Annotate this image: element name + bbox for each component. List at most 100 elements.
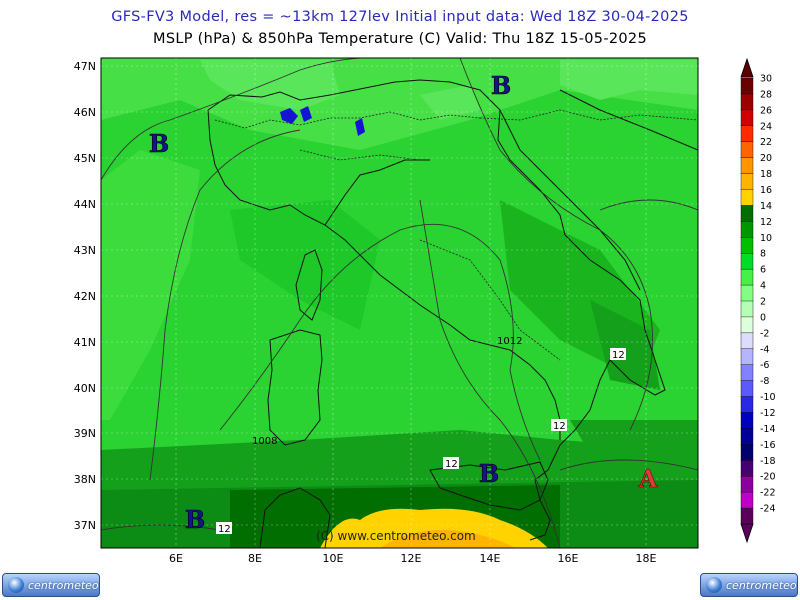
- legend-swatch: [740, 141, 754, 159]
- color-legend: 302826242220181614121086420-2-4-6-8-10-1…: [740, 57, 776, 544]
- legend-label: -22: [760, 488, 776, 499]
- legend-label: 12: [760, 217, 772, 228]
- legend-swatch: [740, 173, 754, 191]
- legend-swatch: [740, 316, 754, 334]
- lat-label: 39N: [74, 427, 96, 440]
- legend-swatch: [740, 125, 754, 143]
- legend-swatch: [740, 396, 754, 414]
- legend-swatch: [740, 412, 754, 429]
- lon-label: 6E: [169, 552, 183, 565]
- lakes: [280, 106, 365, 136]
- lat-label: 40N: [74, 382, 96, 395]
- lat-label: 45N: [74, 152, 96, 165]
- longitude-axis: 6E 8E 10E 12E 14E 16E 18E: [169, 552, 656, 565]
- low-pressure-marker: B: [491, 71, 511, 100]
- legend-swatch: [740, 460, 754, 477]
- map-frame: [100, 57, 699, 549]
- legend-swatch: [740, 268, 754, 286]
- legend-swatch: [740, 221, 754, 238]
- legend-swatch: [740, 364, 754, 382]
- coastlines: [207, 79, 698, 548]
- legend-swatch: [740, 253, 754, 270]
- low-pressure-marker: B: [149, 129, 169, 158]
- isobar-label: 1012: [497, 336, 522, 347]
- legend-swatch: [740, 300, 754, 318]
- globe-icon: [706, 577, 722, 593]
- centrometeo-logo-left[interactable]: centrometeo: [2, 573, 100, 597]
- logo-text: centrometeo: [726, 578, 797, 592]
- temperature-field: [101, 58, 698, 548]
- isotherm-label: 12: [612, 350, 625, 361]
- latitude-axis: 47N 46N 45N 44N 43N 42N 41N 40N 39N 38N …: [74, 60, 96, 532]
- logo-text: centrometeo: [28, 578, 99, 592]
- legend-swatch: [740, 348, 754, 366]
- isobar-label: 1008: [252, 436, 277, 447]
- legend-label: 22: [760, 137, 772, 148]
- legend-top-arrow: [740, 57, 754, 78]
- lat-label: 44N: [74, 198, 96, 211]
- watermark: (C) www.centrometeo.com: [316, 529, 476, 543]
- legend-label: 2: [760, 297, 766, 308]
- legend-label: 10: [760, 233, 772, 244]
- legend-swatch: [740, 332, 754, 350]
- isotherm-label: 12: [218, 524, 231, 535]
- legend-label: 8: [760, 249, 766, 260]
- legend-bottom-arrow: [740, 523, 754, 544]
- legend-label: -4: [760, 344, 769, 355]
- map-title-line2: MSLP (hPa) & 850hPa Temperature (C) Vali…: [153, 31, 647, 47]
- centrometeo-logo-right[interactable]: centrometeo: [700, 573, 798, 597]
- lat-label: 42N: [74, 290, 96, 303]
- legend-label: -6: [760, 360, 769, 371]
- graticule: [101, 58, 698, 548]
- legend-swatch: [740, 476, 754, 493]
- legend-label: 16: [760, 185, 772, 196]
- legend-label: -18: [760, 456, 776, 467]
- legend-swatch: [740, 237, 754, 254]
- legend-swatch: [740, 205, 754, 222]
- lat-label: 47N: [74, 60, 96, 73]
- lon-label: 16E: [558, 552, 579, 565]
- lon-label: 18E: [636, 552, 657, 565]
- legend-label: 30: [760, 74, 772, 85]
- lat-label: 46N: [74, 106, 96, 119]
- lat-label: 38N: [74, 473, 96, 486]
- legend-label: -10: [760, 392, 776, 403]
- lon-label: 10E: [323, 552, 344, 565]
- legend-label: -2: [760, 328, 769, 339]
- legend-swatch: [740, 284, 754, 302]
- legend-swatch: [740, 77, 754, 95]
- lat-label: 37N: [74, 519, 96, 532]
- legend-label: 6: [760, 265, 766, 276]
- legend-label: 14: [760, 201, 772, 212]
- isotherm-label: 12: [553, 421, 566, 432]
- legend-swatch: [740, 93, 754, 111]
- legend-label: -14: [760, 424, 776, 435]
- lat-label: 41N: [74, 336, 96, 349]
- map-title-line1: GFS-FV3 Model, res = ~13km 127lev Initia…: [111, 9, 689, 25]
- globe-icon: [8, 577, 24, 593]
- lon-label: 8E: [248, 552, 262, 565]
- legend-label: 18: [760, 169, 772, 180]
- legend-label: 26: [760, 105, 772, 116]
- low-pressure-marker: B: [479, 459, 499, 488]
- legend-label: 4: [760, 281, 766, 292]
- legend-label: 28: [760, 89, 772, 100]
- borders: [214, 109, 698, 361]
- legend-label: 24: [760, 121, 772, 132]
- legend-swatch: [740, 109, 754, 127]
- legend-swatch: [740, 507, 754, 525]
- legend-swatch: [740, 380, 754, 398]
- isotherm-label: 12: [445, 459, 458, 470]
- isobars: [101, 58, 698, 548]
- legend-swatch: [740, 428, 754, 445]
- contour-labels: 1012 1008 12 12 12 12: [216, 336, 626, 535]
- lon-label: 14E: [480, 552, 501, 565]
- legend-swatch: [740, 157, 754, 175]
- legend-label: -8: [760, 376, 769, 387]
- legend-swatch: [740, 189, 754, 206]
- lat-label: 43N: [74, 244, 96, 257]
- legend-label: -24: [760, 504, 776, 515]
- legend-label: 20: [760, 153, 772, 164]
- low-pressure-marker: B: [185, 505, 205, 534]
